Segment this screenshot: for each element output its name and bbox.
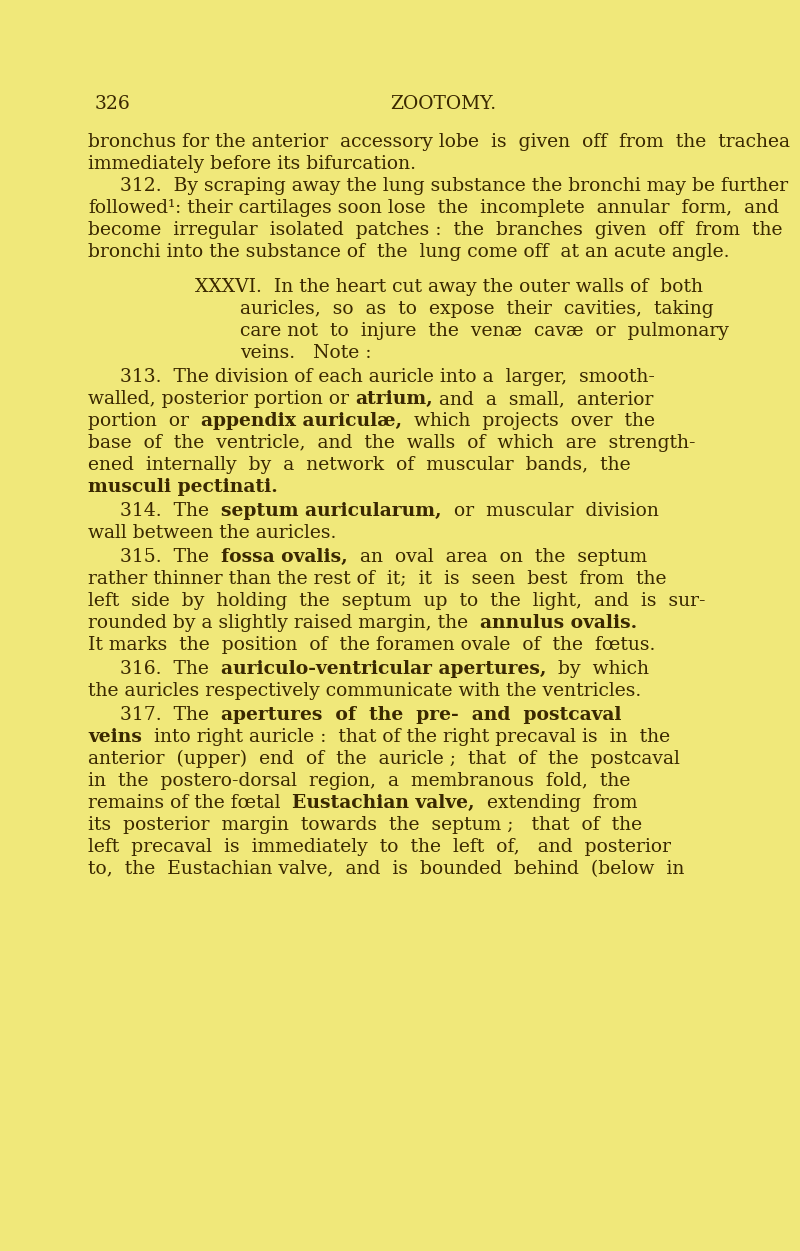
Text: into right auricle :  that of the right precaval is  in  the: into right auricle : that of the right p…: [142, 728, 670, 746]
Text: and  a  small,  anterior: and a small, anterior: [433, 390, 653, 408]
Text: or  muscular  division: or muscular division: [442, 502, 658, 520]
Text: bronchus for the anterior  accessory lobe  is  given  off  from  the  trachea: bronchus for the anterior accessory lobe…: [88, 133, 790, 151]
Text: auricles,  so  as  to  expose  their  cavities,  taking: auricles, so as to expose their cavities…: [240, 300, 714, 318]
Text: 313.  The division of each auricle into a  larger,  smooth-: 313. The division of each auricle into a…: [120, 368, 655, 387]
Text: by  which: by which: [546, 661, 650, 678]
Text: 326: 326: [95, 95, 130, 113]
Text: become  irregular  isolated  patches :  the  branches  given  off  from  the: become irregular isolated patches : the …: [88, 221, 782, 239]
Text: 317.  The: 317. The: [120, 706, 221, 724]
Text: XXXVI.  In the heart cut away the outer walls of  both: XXXVI. In the heart cut away the outer w…: [195, 278, 703, 296]
Text: extending  from: extending from: [475, 794, 638, 812]
Text: followed: followed: [88, 199, 168, 216]
Text: 316.  The: 316. The: [120, 661, 221, 678]
Text: left  precaval  is  immediately  to  the  left  of,   and  posterior: left precaval is immediately to the left…: [88, 838, 671, 856]
Text: wall between the auricles.: wall between the auricles.: [88, 524, 336, 542]
Text: septum auricularum,: septum auricularum,: [221, 502, 442, 520]
Text: ZOOTOMY.: ZOOTOMY.: [390, 95, 496, 113]
Text: care not  to  injure  the  venæ  cavæ  or  pulmonary: care not to injure the venæ cavæ or pulm…: [240, 322, 729, 340]
Text: auriculo-ventricular apertures,: auriculo-ventricular apertures,: [221, 661, 546, 678]
Text: fossa ovalis,: fossa ovalis,: [221, 548, 348, 565]
Text: anterior  (upper)  end  of  the  auricle ;  that  of  the  postcaval: anterior (upper) end of the auricle ; th…: [88, 751, 680, 768]
Text: ened  internally  by  a  network  of  muscular  bands,  the: ened internally by a network of muscular…: [88, 457, 630, 474]
Text: walled, posterior portion or: walled, posterior portion or: [88, 390, 355, 408]
Text: an  oval  area  on  the  septum: an oval area on the septum: [348, 548, 647, 565]
Text: apertures  of  the  pre-  and  postcaval: apertures of the pre- and postcaval: [221, 706, 622, 724]
Text: portion  or: portion or: [88, 412, 201, 430]
Text: annulus ovalis.: annulus ovalis.: [480, 614, 638, 632]
Text: veins: veins: [88, 728, 142, 746]
Text: : their cartilages soon lose  the  incomplete  annular  form,  and: : their cartilages soon lose the incompl…: [175, 199, 779, 216]
Text: left  side  by  holding  the  septum  up  to  the  light,  and  is  sur-: left side by holding the septum up to th…: [88, 592, 706, 610]
Text: appendix auriculæ,: appendix auriculæ,: [201, 412, 402, 430]
Text: 314.  The: 314. The: [120, 502, 221, 520]
Text: rather thinner than the rest of  it;  it  is  seen  best  from  the: rather thinner than the rest of it; it i…: [88, 570, 666, 588]
Text: ¹: ¹: [168, 199, 175, 216]
Text: base  of  the  ventricle,  and  the  walls  of  which  are  strength-: base of the ventricle, and the walls of …: [88, 434, 695, 452]
Text: It marks  the  position  of  the foramen ovale  of  the  fœtus.: It marks the position of the foramen ova…: [88, 636, 655, 654]
Text: 312.  By scraping away the lung substance the bronchi may be further: 312. By scraping away the lung substance…: [120, 176, 788, 195]
Text: 315.  The: 315. The: [120, 548, 221, 565]
Text: immediately before its bifurcation.: immediately before its bifurcation.: [88, 155, 416, 173]
Text: rounded by a slightly raised margin, the: rounded by a slightly raised margin, the: [88, 614, 480, 632]
Text: the auricles respectively communicate with the ventricles.: the auricles respectively communicate wi…: [88, 682, 642, 701]
Text: Eustachian valve,: Eustachian valve,: [293, 794, 475, 812]
Text: bronchi into the substance of  the  lung come off  at an acute angle.: bronchi into the substance of the lung c…: [88, 243, 730, 261]
Text: which  projects  over  the: which projects over the: [402, 412, 655, 430]
Text: musculi pectinati.: musculi pectinati.: [88, 478, 278, 495]
Text: remains of the fœtal: remains of the fœtal: [88, 794, 293, 812]
Text: to,  the  Eustachian valve,  and  is  bounded  behind  (below  in: to, the Eustachian valve, and is bounded…: [88, 859, 684, 878]
Text: in  the  postero-dorsal  region,  a  membranous  fold,  the: in the postero-dorsal region, a membrano…: [88, 772, 630, 789]
Text: atrium,: atrium,: [355, 390, 433, 408]
Text: veins.   Note :: veins. Note :: [240, 344, 371, 362]
Text: its  posterior  margin  towards  the  septum ;   that  of  the: its posterior margin towards the septum …: [88, 816, 642, 834]
